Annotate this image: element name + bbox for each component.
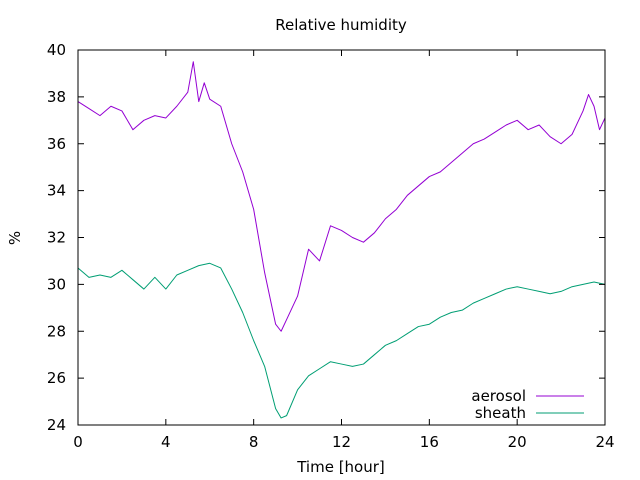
- x-tick-label-24: 24: [595, 433, 614, 451]
- legend-label-sheath: sheath: [475, 404, 526, 422]
- x-tick-label-20: 20: [508, 433, 527, 451]
- axis-ticks: 0 4 8 12 16 20 24 24 26 28 30 32 34 36 38 40: [47, 41, 615, 451]
- y-tick-label-40: 40: [47, 41, 66, 59]
- y-tick-label-32: 32: [47, 229, 66, 247]
- x-axis-label: Time [hour]: [296, 458, 385, 476]
- x-tick-label-4: 4: [161, 433, 171, 451]
- x-tick-label-16: 16: [420, 433, 439, 451]
- legend: aerosol sheath: [471, 387, 584, 422]
- x-tick-label-0: 0: [73, 433, 83, 451]
- y-tick-label-28: 28: [47, 322, 66, 340]
- plot-lines: [77, 61, 606, 419]
- y-tick-label-36: 36: [47, 135, 66, 153]
- series-line-sheath: [77, 262, 606, 419]
- y-tick-label-24: 24: [47, 416, 66, 434]
- chart-title: Relative humidity: [275, 16, 407, 34]
- x-tick-label-8: 8: [249, 433, 259, 451]
- y-tick-label-30: 30: [47, 275, 66, 293]
- y-tick-label-38: 38: [47, 88, 66, 106]
- y-axis-label: %: [6, 231, 24, 245]
- y-tick-label-26: 26: [47, 369, 66, 387]
- x-tick-label-12: 12: [332, 433, 351, 451]
- series-line-aerosol: [77, 61, 606, 332]
- plot-frame: [77, 49, 606, 426]
- legend-label-aerosol: aerosol: [471, 387, 526, 405]
- y-tick-label-34: 34: [47, 182, 66, 200]
